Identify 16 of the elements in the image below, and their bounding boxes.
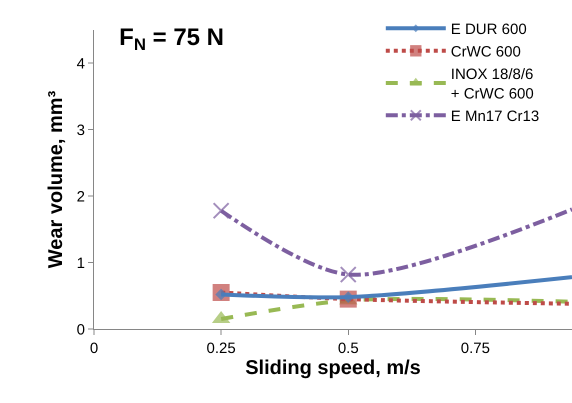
y-tick-label: 3 xyxy=(76,122,85,139)
y-tick-label: 0 xyxy=(76,321,85,338)
legend-label: CrWC 600 xyxy=(450,44,521,61)
chart-title: F$_{N}$ = 75 N xyxy=(119,24,224,54)
x-tick-label: 0 xyxy=(90,340,98,357)
y-tick-label: 2 xyxy=(76,188,85,206)
y-axis-title: Wear volume, mm³ xyxy=(45,90,68,268)
y-tick-label: 1 xyxy=(76,254,85,272)
legend-label: INOX 18/8/6 + CrWC 600 xyxy=(450,66,534,103)
x-axis-title: Sliding speed, m/s xyxy=(245,357,421,379)
x-tick-label: 0.5 xyxy=(338,340,359,357)
legend-label: E DUR 600 xyxy=(450,21,527,38)
y-tick-label: 4 xyxy=(76,55,85,72)
x-tick-label: 0.25 xyxy=(206,340,236,357)
x-tick-label: 0.75 xyxy=(460,340,490,357)
legend-label: E Mn17 Cr13 xyxy=(450,108,540,126)
